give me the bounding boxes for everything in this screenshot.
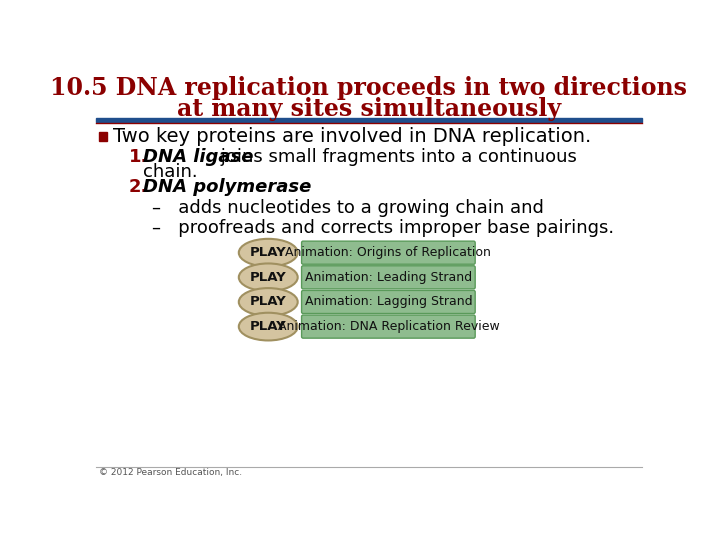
Text: PLAY: PLAY	[250, 320, 287, 333]
FancyBboxPatch shape	[302, 266, 475, 289]
Text: at many sites simultaneously: at many sites simultaneously	[177, 97, 561, 120]
Text: PLAY: PLAY	[250, 271, 287, 284]
Text: –   proofreads and corrects improper base pairings.: – proofreads and corrects improper base …	[152, 219, 614, 237]
Bar	[99, 132, 107, 141]
Text: –   adds nucleotides to a growing chain and: – adds nucleotides to a growing chain an…	[152, 199, 544, 217]
Text: joins small fragments into a continuous: joins small fragments into a continuous	[215, 148, 577, 166]
Bar	[96, 118, 642, 122]
Text: PLAY: PLAY	[250, 295, 287, 308]
FancyBboxPatch shape	[302, 291, 475, 314]
Text: 1.: 1.	[129, 148, 148, 166]
Text: © 2012 Pearson Education, Inc.: © 2012 Pearson Education, Inc.	[99, 468, 243, 477]
Text: DNA polymerase: DNA polymerase	[143, 178, 311, 196]
Text: Animation: Origins of Replication: Animation: Origins of Replication	[285, 246, 491, 259]
Text: Two key proteins are involved in DNA replication.: Two key proteins are involved in DNA rep…	[113, 127, 592, 146]
Text: Animation: Lagging Strand: Animation: Lagging Strand	[305, 295, 472, 308]
Text: DNA ligase: DNA ligase	[143, 148, 253, 166]
Text: Animation: DNA Replication Review: Animation: DNA Replication Review	[277, 320, 499, 333]
Text: Animation: Leading Strand: Animation: Leading Strand	[305, 271, 472, 284]
Text: PLAY: PLAY	[250, 246, 287, 259]
Text: 2.: 2.	[129, 178, 148, 196]
Text: 10.5 DNA replication proceeds in two directions: 10.5 DNA replication proceeds in two dir…	[50, 76, 688, 100]
Ellipse shape	[239, 288, 297, 316]
FancyBboxPatch shape	[302, 315, 475, 338]
Ellipse shape	[239, 239, 297, 267]
Ellipse shape	[239, 264, 297, 291]
Text: chain.: chain.	[143, 163, 197, 181]
FancyBboxPatch shape	[302, 241, 475, 264]
Ellipse shape	[239, 313, 297, 340]
